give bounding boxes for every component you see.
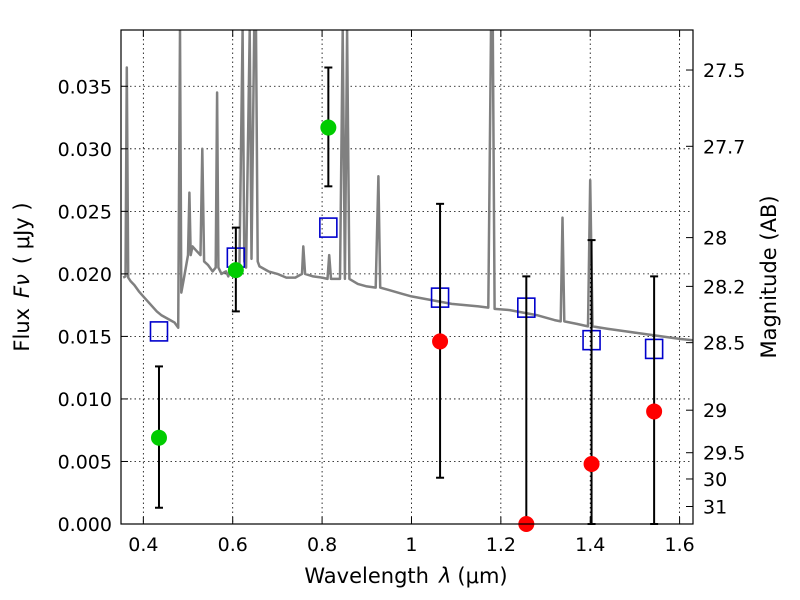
x-axis-symbol: λ — [438, 564, 451, 588]
x-tick-label: 1.4 — [575, 534, 605, 556]
y-axis-unit: ( μJy ) — [10, 202, 34, 264]
template-spectrum-line — [122, 30, 693, 342]
y-axis-symbol: Fν — [10, 274, 34, 298]
model-flux-square — [319, 217, 338, 238]
nondetected-flux-point — [583, 455, 600, 472]
y-tick-label: 0.010 — [58, 389, 112, 411]
y2-tick-label: 28.2 — [703, 276, 745, 298]
detected-flux-point — [150, 429, 167, 446]
x-tick-label: 1 — [405, 534, 417, 556]
x-tick-label: 0.8 — [307, 534, 337, 556]
y-tick-label: 0.005 — [58, 451, 112, 473]
y-tick-label: 0.030 — [58, 139, 112, 161]
x-tick-label: 0.4 — [128, 534, 158, 556]
y2-tick-label: 30 — [703, 469, 727, 491]
y-tick-label: 0.000 — [58, 514, 112, 536]
plot-frame — [120, 29, 694, 525]
y-tick-label: 0.020 — [58, 264, 112, 286]
x-axis-label: Wavelength — [304, 564, 429, 588]
data-layer — [122, 30, 693, 342]
axis-ticks: 0.4 0.6 0.8 1 1.2 1.4 1.6 0.000 0.005 0.010 0.015 0… — [58, 30, 745, 556]
x-tick-label: 1.2 — [486, 534, 516, 556]
y2-tick-label: 31 — [703, 496, 727, 518]
y-axis-label: Flux — [10, 308, 34, 352]
y-tick-label: 0.025 — [58, 201, 112, 223]
y-tick-label: 0.015 — [58, 326, 112, 348]
y2-tick-label: 29.5 — [703, 443, 745, 465]
detected-flux-point — [320, 119, 337, 136]
y-tick-label: 0.035 — [58, 76, 112, 98]
y2-tick-label: 27.7 — [703, 136, 745, 158]
y2-tick-label: 28 — [703, 228, 727, 250]
nondetected-flux-point — [432, 333, 449, 350]
y2-tick-label: 28.5 — [703, 333, 745, 355]
plot-background — [121, 30, 693, 524]
model-flux-square — [149, 321, 169, 342]
y2-tick-label: 29 — [703, 400, 727, 422]
x-tick-label: 1.6 — [664, 534, 694, 556]
nondetected-flux-point — [646, 403, 663, 420]
y2-axis-title: Magnitude (AB) — [757, 195, 781, 358]
marker-layer — [149, 66, 664, 532]
y2-tick-label: 27.5 — [703, 60, 745, 82]
x-tick-label: 0.6 — [218, 534, 248, 556]
x-axis-unit: (μm) — [457, 564, 507, 588]
x-axis-title: Wavelength λ (μm) — [304, 564, 507, 588]
y-axis-title: Flux Fν ( μJy ) — [10, 202, 34, 351]
detected-flux-point — [227, 262, 244, 279]
